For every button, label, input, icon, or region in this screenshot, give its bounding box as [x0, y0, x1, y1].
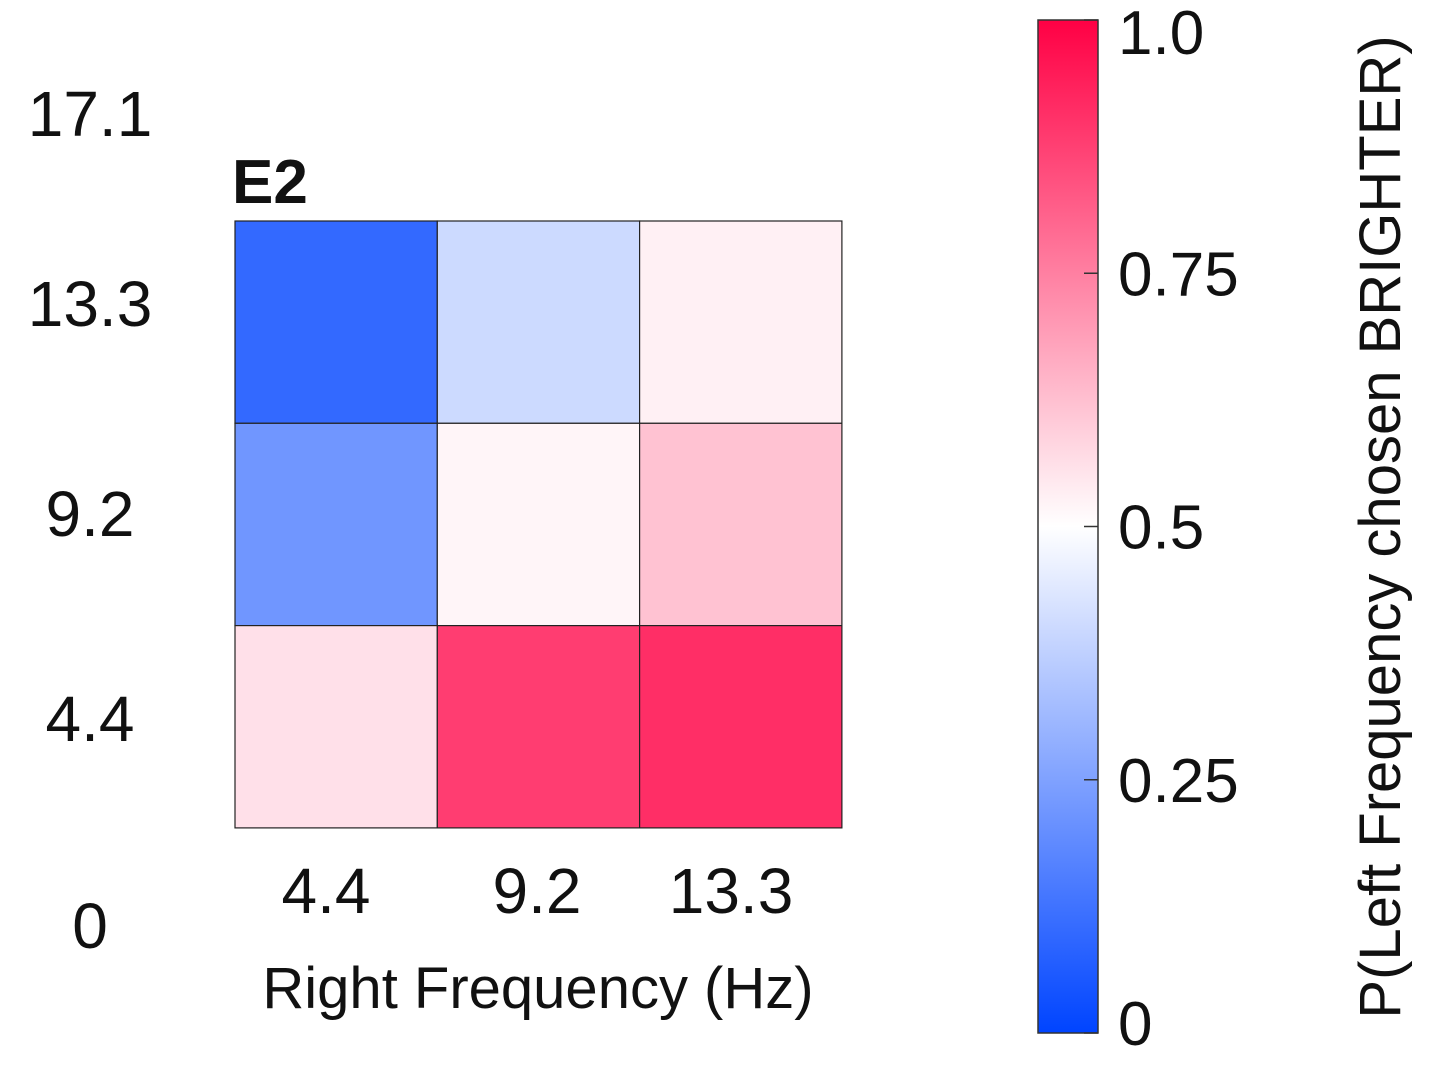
heatmap-cell: [234, 624, 438, 829]
colorbar-ticks: 0 0.25 0.5 0.75 1.0: [1084, 0, 1239, 1059]
colorbar-tick-label: 0: [1118, 990, 1152, 1059]
heatmap-cell: [436, 624, 641, 829]
y-tick-label: 0: [72, 890, 108, 962]
colorbar-tick-label: 1.0: [1118, 0, 1204, 68]
chart-title: E2: [232, 148, 308, 217]
heatmap-cell: [638, 624, 843, 829]
colorbar-tick-label: 0.75: [1118, 240, 1239, 309]
heatmap-cells: [234, 220, 843, 829]
x-axis-labels: 4.4 9.2 13.3: [282, 855, 794, 927]
colorbar-label: P(Left Frequency chosen BRIGHTER): [1348, 35, 1413, 1018]
heatmap-cell: [638, 422, 843, 627]
heatmap-cell: [436, 422, 641, 627]
y-tick-label: 13.3: [28, 268, 153, 340]
y-tick-label: 4.4: [46, 683, 135, 755]
x-tick-label: 9.2: [493, 855, 582, 927]
x-axis-label: Right Frequency (Hz): [262, 956, 813, 1021]
colorbar-tick-label: 0.25: [1118, 747, 1239, 816]
heatmap-cell: [638, 220, 843, 424]
x-tick-label: 13.3: [669, 855, 794, 927]
y-tick-label: 17.1: [28, 78, 153, 150]
x-tick-label: 4.4: [282, 855, 371, 927]
heatmap-cell: [234, 422, 438, 627]
heatmap-cell: [436, 220, 641, 424]
heatmap-cell: [234, 220, 438, 424]
y-axis-labels: 17.1 13.3 9.2 4.4 0: [28, 78, 153, 962]
colorbar-tick-label: 0.5: [1118, 494, 1204, 563]
y-tick-label: 9.2: [46, 478, 135, 550]
